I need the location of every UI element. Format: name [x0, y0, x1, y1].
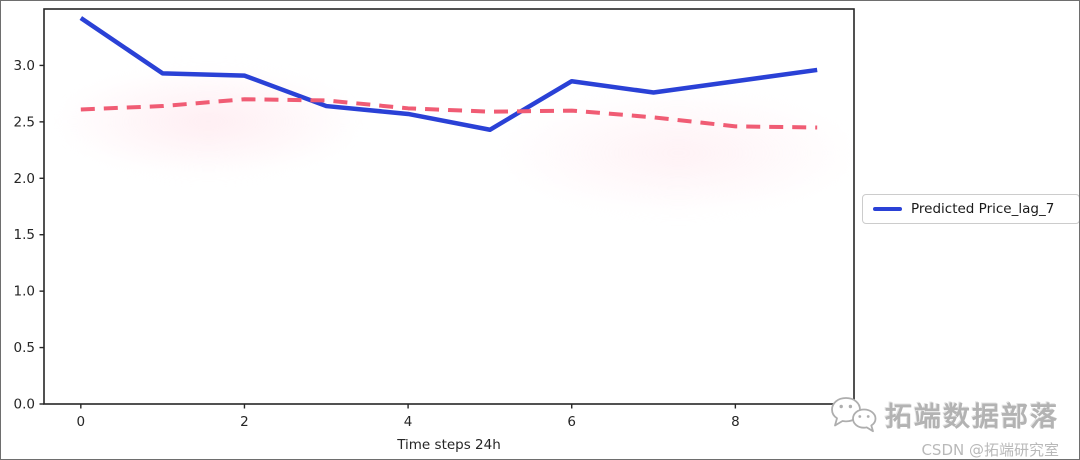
legend-label: Predicted Price_lag_7 [911, 201, 1055, 217]
svg-text:2.0: 2.0 [14, 171, 35, 187]
svg-text:0: 0 [77, 414, 86, 430]
svg-text:2: 2 [240, 414, 249, 430]
svg-text:1.0: 1.0 [14, 284, 35, 300]
svg-text:1.5: 1.5 [14, 227, 35, 243]
svg-text:3.0: 3.0 [14, 58, 35, 74]
svg-text:0.5: 0.5 [14, 340, 35, 356]
legend-line-sample [873, 207, 902, 211]
svg-text:Time steps 24h: Time steps 24h [396, 437, 501, 453]
watermark: 拓端数据部落 CSDN @拓端研究室 [829, 395, 1059, 458]
wechat-icon [829, 395, 879, 441]
svg-text:0.0: 0.0 [14, 397, 35, 413]
svg-text:8: 8 [731, 414, 740, 430]
legend: Predicted Price_lag_7 [862, 194, 1079, 224]
watermark-brand-text: 拓端数据部落 [885, 401, 1059, 433]
svg-text:2.5: 2.5 [14, 114, 35, 130]
watermark-csdn-text: CSDN @拓端研究室 [921, 440, 1059, 459]
svg-text:6: 6 [567, 414, 576, 430]
svg-text:4: 4 [404, 414, 413, 430]
